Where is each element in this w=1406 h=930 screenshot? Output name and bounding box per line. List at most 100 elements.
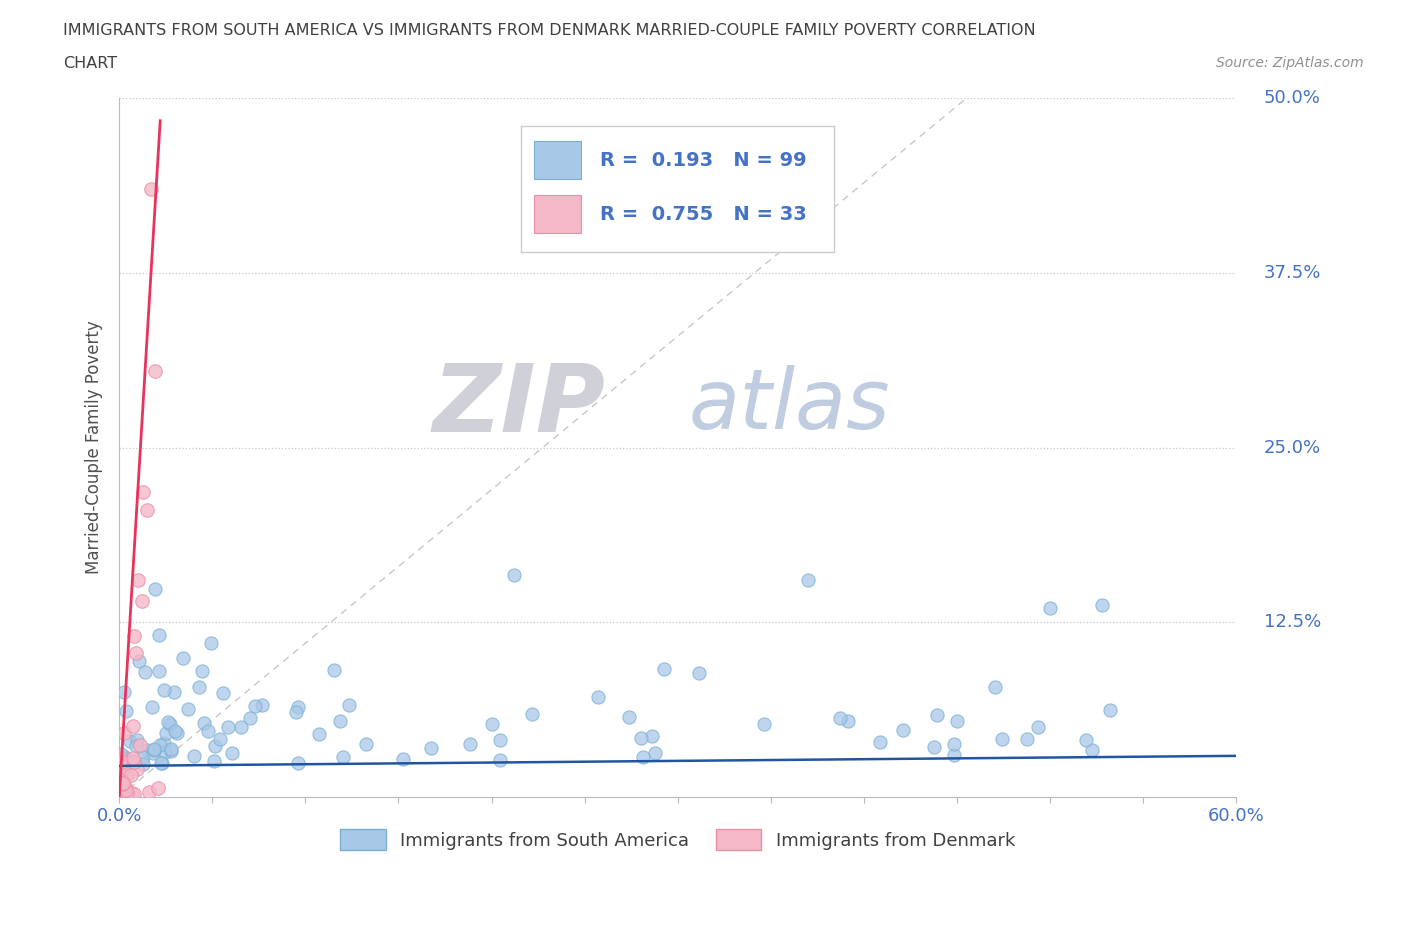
Point bbox=[149, 756, 172, 771]
Point bbox=[110, 747, 132, 762]
Point bbox=[143, 581, 166, 596]
Point bbox=[229, 720, 252, 735]
Point bbox=[115, 782, 138, 797]
Point bbox=[654, 661, 676, 676]
Point bbox=[114, 751, 136, 766]
Point bbox=[183, 748, 205, 763]
Point bbox=[108, 776, 131, 790]
Point bbox=[132, 750, 155, 764]
Point bbox=[111, 777, 134, 791]
Point bbox=[120, 767, 142, 782]
Point bbox=[115, 766, 138, 781]
Point bbox=[114, 780, 136, 795]
Point bbox=[124, 787, 146, 802]
Point bbox=[488, 752, 510, 767]
Text: Source: ZipAtlas.com: Source: ZipAtlas.com bbox=[1216, 56, 1364, 70]
Point bbox=[121, 719, 143, 734]
Point bbox=[115, 786, 138, 801]
Point bbox=[166, 725, 188, 740]
Point bbox=[128, 653, 150, 668]
Point bbox=[239, 711, 262, 725]
Point bbox=[946, 713, 969, 728]
Point bbox=[991, 731, 1014, 746]
Point bbox=[122, 753, 145, 768]
Point bbox=[141, 699, 163, 714]
Point bbox=[125, 739, 148, 754]
Point bbox=[136, 742, 159, 757]
Point bbox=[127, 733, 149, 748]
Point bbox=[138, 785, 160, 800]
Point bbox=[287, 699, 309, 714]
Point bbox=[150, 755, 173, 770]
Point bbox=[1090, 598, 1112, 613]
Point bbox=[308, 726, 330, 741]
Point bbox=[329, 713, 352, 728]
Point bbox=[630, 731, 652, 746]
Point bbox=[139, 181, 162, 196]
Point bbox=[110, 773, 132, 788]
Point bbox=[644, 745, 666, 760]
Point bbox=[797, 573, 820, 588]
Point bbox=[250, 698, 273, 712]
Text: CHART: CHART bbox=[63, 56, 117, 71]
Point bbox=[148, 780, 170, 795]
Point bbox=[160, 744, 183, 759]
Point bbox=[114, 750, 136, 764]
Point bbox=[112, 684, 135, 699]
Text: 12.5%: 12.5% bbox=[1264, 613, 1322, 631]
Point bbox=[148, 663, 170, 678]
Point bbox=[641, 728, 664, 743]
Point bbox=[111, 776, 134, 790]
Point bbox=[619, 709, 641, 724]
Point bbox=[134, 665, 156, 680]
Point bbox=[153, 745, 176, 760]
Point bbox=[122, 751, 145, 765]
Point bbox=[112, 725, 135, 740]
Point bbox=[202, 753, 225, 768]
Point bbox=[208, 732, 231, 747]
Point bbox=[149, 737, 172, 752]
Point bbox=[837, 714, 859, 729]
Point bbox=[1026, 719, 1049, 734]
Point bbox=[160, 741, 183, 756]
Point bbox=[142, 746, 165, 761]
Point bbox=[1099, 703, 1122, 718]
Point bbox=[869, 735, 891, 750]
Point bbox=[1081, 742, 1104, 757]
Point bbox=[153, 683, 176, 698]
Point bbox=[110, 751, 132, 766]
Point bbox=[131, 593, 153, 608]
Y-axis label: Married-Couple Family Poverty: Married-Couple Family Poverty bbox=[86, 321, 103, 575]
Point bbox=[925, 707, 948, 722]
Point bbox=[284, 705, 307, 720]
Point bbox=[356, 737, 378, 751]
Point bbox=[128, 737, 150, 752]
Point bbox=[891, 723, 914, 737]
Point bbox=[211, 686, 233, 701]
Point bbox=[153, 736, 176, 751]
Point bbox=[631, 750, 654, 764]
Text: atlas: atlas bbox=[689, 365, 890, 446]
Point bbox=[159, 716, 181, 731]
Point bbox=[118, 734, 141, 749]
Point bbox=[942, 748, 965, 763]
Point bbox=[1017, 732, 1039, 747]
Point bbox=[108, 774, 131, 789]
Point bbox=[190, 663, 212, 678]
Point bbox=[323, 662, 346, 677]
Point bbox=[110, 753, 132, 768]
Point bbox=[337, 698, 360, 713]
Point bbox=[830, 711, 852, 725]
Point bbox=[217, 719, 239, 734]
Point bbox=[163, 684, 186, 699]
Point bbox=[127, 573, 149, 588]
Point bbox=[688, 666, 710, 681]
Point bbox=[125, 762, 148, 777]
Point bbox=[481, 716, 503, 731]
Point bbox=[115, 703, 138, 718]
Point bbox=[125, 645, 148, 660]
Text: IMMIGRANTS FROM SOUTH AMERICA VS IMMIGRANTS FROM DENMARK MARRIED-COUPLE FAMILY P: IMMIGRANTS FROM SOUTH AMERICA VS IMMIGRA… bbox=[63, 23, 1036, 38]
Point bbox=[922, 740, 945, 755]
Point bbox=[197, 724, 219, 738]
Point bbox=[200, 635, 222, 650]
